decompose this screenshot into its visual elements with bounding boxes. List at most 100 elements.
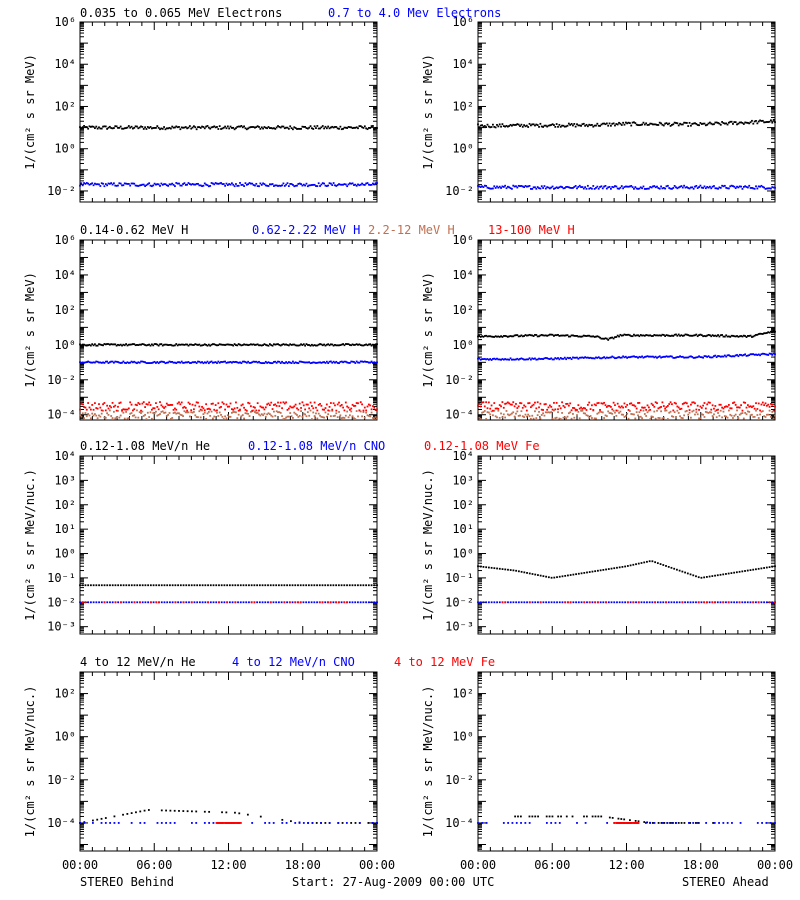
data-point (630, 402, 633, 405)
data-point (231, 601, 234, 604)
data-point (722, 573, 725, 576)
data-point (134, 184, 137, 187)
data-point (643, 188, 646, 190)
data-point (122, 360, 125, 363)
data-point (144, 126, 146, 129)
data-point (593, 357, 596, 360)
data-point (481, 185, 483, 188)
data-point (771, 330, 774, 333)
data-point (753, 353, 756, 356)
data-point (506, 335, 509, 338)
data-point (733, 401, 736, 404)
data-point (688, 411, 691, 414)
data-point (755, 334, 757, 336)
data-point (719, 334, 722, 337)
data-point (516, 357, 519, 360)
data-point (374, 409, 377, 412)
data-point (714, 187, 717, 190)
data-point (502, 186, 505, 188)
data-point (490, 601, 493, 604)
data-point (79, 184, 81, 187)
data-point (726, 335, 729, 338)
data-point (138, 184, 141, 187)
data-point (315, 412, 317, 415)
data-point (676, 334, 679, 337)
data-point (363, 360, 366, 363)
data-point (281, 125, 283, 128)
data-point (679, 334, 681, 337)
data-point (574, 356, 577, 359)
data-point (275, 343, 278, 346)
data-point (137, 416, 140, 419)
data-point (531, 123, 534, 126)
data-point (156, 361, 159, 363)
data-point (578, 417, 581, 420)
data-point (232, 183, 235, 186)
data-point (611, 412, 614, 415)
data-point (293, 126, 296, 129)
data-point (158, 584, 160, 587)
data-point (622, 187, 625, 190)
data-point (346, 343, 349, 345)
data-point (725, 405, 728, 408)
data-point (367, 127, 370, 129)
data-point (761, 185, 764, 188)
data-point (657, 187, 660, 189)
data-point (298, 344, 301, 347)
data-point (690, 403, 692, 406)
data-point (520, 402, 523, 405)
data-point (619, 333, 622, 336)
data-point (83, 406, 85, 409)
data-point (285, 126, 288, 129)
data-point (539, 601, 542, 604)
data-point (538, 406, 540, 409)
data-point (675, 333, 677, 336)
data-point (84, 361, 87, 364)
data-point (144, 185, 146, 187)
data-point (259, 182, 262, 185)
data-point (732, 355, 734, 358)
data-point (79, 601, 81, 604)
data-point (596, 185, 599, 188)
data-point (137, 361, 140, 364)
data-point (658, 187, 661, 190)
data-point (744, 335, 747, 337)
data-point (681, 123, 684, 126)
data-point (178, 810, 180, 812)
data-point (133, 601, 136, 604)
data-point (125, 601, 128, 604)
data-point (263, 343, 266, 346)
data-point (367, 414, 370, 417)
data-point (771, 403, 774, 406)
data-point (515, 123, 517, 126)
data-point (232, 411, 235, 413)
data-point (520, 357, 523, 360)
data-point (596, 402, 599, 405)
data-point (115, 416, 118, 419)
y-tick-label: 10² (452, 99, 474, 113)
data-point (576, 356, 578, 359)
data-point (369, 361, 372, 364)
data-point (294, 184, 297, 187)
data-point (253, 601, 256, 604)
data-point (711, 601, 714, 604)
data-point (240, 404, 243, 407)
data-point (131, 127, 134, 130)
data-point (347, 183, 350, 186)
data-point (698, 334, 700, 337)
data-point (148, 362, 151, 364)
data-point (255, 182, 258, 185)
data-point (125, 362, 128, 364)
data-point (554, 408, 557, 411)
data-point (752, 353, 755, 356)
data-point (692, 401, 695, 404)
data-point (654, 601, 657, 604)
data-point (543, 185, 546, 187)
data-point (201, 405, 203, 408)
data-point (569, 601, 572, 604)
data-point (289, 183, 292, 185)
data-point (89, 417, 92, 420)
data-point (201, 185, 203, 188)
data-point (357, 183, 359, 186)
data-point (572, 187, 574, 189)
